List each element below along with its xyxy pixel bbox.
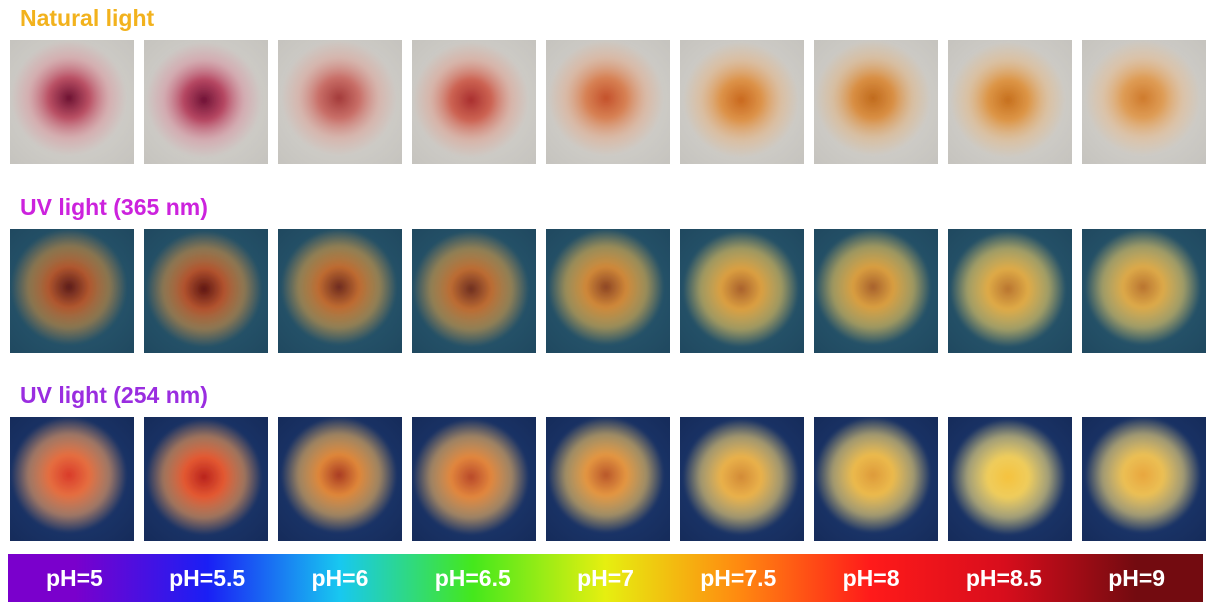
spot-drawing: [546, 40, 670, 164]
spot-drawing: [680, 417, 804, 541]
spot-drawing: [278, 229, 402, 353]
ph-label: pH=5.5: [169, 564, 246, 591]
ph-label: pH=5: [45, 564, 103, 591]
uv-254-title: UV light (254 nm): [20, 382, 208, 408]
spot-drawing: [814, 229, 938, 353]
spot-drawing: [948, 40, 1072, 164]
sample-spot-image: [144, 40, 268, 164]
spot-drawing: [10, 417, 134, 541]
spot-drawing: [1082, 40, 1206, 164]
spot-drawing: [412, 40, 536, 164]
sample-spot-image: [680, 417, 804, 541]
sample-spot-image: [948, 40, 1072, 164]
ph-label: pH=9: [1108, 564, 1166, 591]
ph-label: pH=6: [311, 564, 369, 591]
ph-label: pH=6.5: [434, 564, 511, 591]
sample-spot-image: [278, 40, 402, 164]
sample-spot-image: [814, 229, 938, 353]
spot-drawing: [546, 417, 670, 541]
sample-spot-image: [278, 229, 402, 353]
spot-drawing: [1082, 229, 1206, 353]
uv-365-title: UV light (365 nm): [20, 194, 208, 220]
sample-spot-image: [144, 417, 268, 541]
ph-label: pH=8: [842, 564, 900, 591]
sample-spot-image: [1082, 229, 1206, 353]
spot-drawing: [814, 40, 938, 164]
sample-spot-image: [546, 40, 670, 164]
spot-drawing: [1082, 417, 1206, 541]
sample-spot-image: [546, 229, 670, 353]
sample-spot-image: [278, 417, 402, 541]
spot-drawing: [278, 417, 402, 541]
spot-drawing: [948, 417, 1072, 541]
sample-spot-image: [10, 40, 134, 164]
spot-drawing: [680, 229, 804, 353]
spot-drawing: [10, 229, 134, 353]
spot-drawing: [278, 40, 402, 164]
sample-spot-image: [412, 40, 536, 164]
sample-spot-image: [948, 229, 1072, 353]
ph-label: pH=7.5: [700, 564, 777, 591]
sample-spot-image: [144, 229, 268, 353]
spot-drawing: [948, 229, 1072, 353]
sample-spot-image: [1082, 417, 1206, 541]
ph-label: pH=8.5: [965, 564, 1042, 591]
sample-spot-image: [680, 40, 804, 164]
sample-spot-image: [814, 40, 938, 164]
spot-drawing: [144, 417, 268, 541]
sample-spot-image: [546, 417, 670, 541]
sample-spot-image: [412, 229, 536, 353]
sample-spot-image: [1082, 40, 1206, 164]
spot-drawing: [412, 229, 536, 353]
sample-spot-image: [412, 417, 536, 541]
natural-light-title: Natural light: [20, 5, 155, 31]
spot-drawing: [10, 40, 134, 164]
ph-color-scale: pH=5 pH=5.5 pH=6 pH=6.5 pH=7 pH=7.5 pH=8…: [8, 554, 1203, 602]
sample-spot-image: [948, 417, 1072, 541]
spot-drawing: [680, 40, 804, 164]
sample-spot-image: [814, 417, 938, 541]
ph-label: pH=7: [577, 564, 634, 591]
spot-drawing: [814, 417, 938, 541]
spot-drawing: [144, 229, 268, 353]
spot-drawing: [412, 417, 536, 541]
sample-spot-image: [10, 417, 134, 541]
sample-spot-image: [680, 229, 804, 353]
spot-drawing: [546, 229, 670, 353]
sample-spot-image: [10, 229, 134, 353]
spot-drawing: [144, 40, 268, 164]
